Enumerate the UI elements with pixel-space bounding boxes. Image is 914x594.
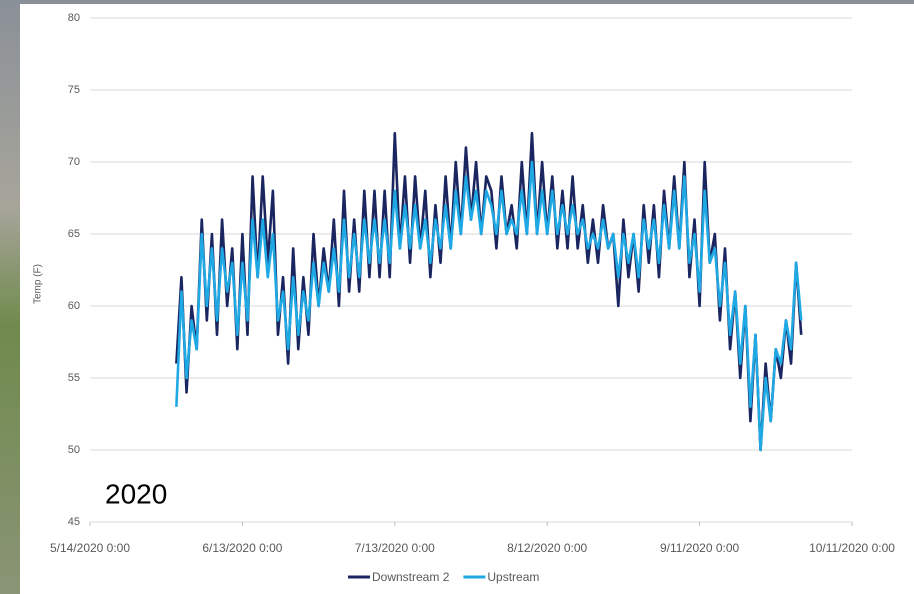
y-tick-label: 70 bbox=[68, 156, 80, 168]
chart-panel bbox=[20, 4, 914, 594]
x-tick-label: 6/13/2020 0:00 bbox=[202, 541, 282, 555]
y-tick-label: 75 bbox=[68, 84, 80, 96]
y-tick-label: 45 bbox=[68, 516, 80, 528]
legend-label: Downstream 2 bbox=[372, 570, 450, 584]
y-tick-label: 50 bbox=[68, 444, 80, 456]
legend-label: Upstream bbox=[487, 570, 539, 584]
x-tick-label: 8/12/2020 0:00 bbox=[507, 541, 587, 555]
y-axis-label: Temp (F) bbox=[33, 264, 44, 304]
y-tick-label: 55 bbox=[68, 372, 80, 384]
annotation: 2020 bbox=[105, 478, 167, 509]
data-line bbox=[175, 160, 803, 452]
x-tick-label: 5/14/2020 0:00 bbox=[50, 541, 130, 555]
x-tick-label: 7/13/2020 0:00 bbox=[355, 541, 435, 555]
x-tick-label: 10/11/2020 0:00 bbox=[809, 541, 895, 555]
y-tick-label: 60 bbox=[68, 300, 80, 312]
y-tick-label: 80 bbox=[68, 12, 80, 24]
y-tick-label: 65 bbox=[68, 228, 80, 240]
x-tick-label: 9/11/2020 0:00 bbox=[660, 541, 740, 555]
